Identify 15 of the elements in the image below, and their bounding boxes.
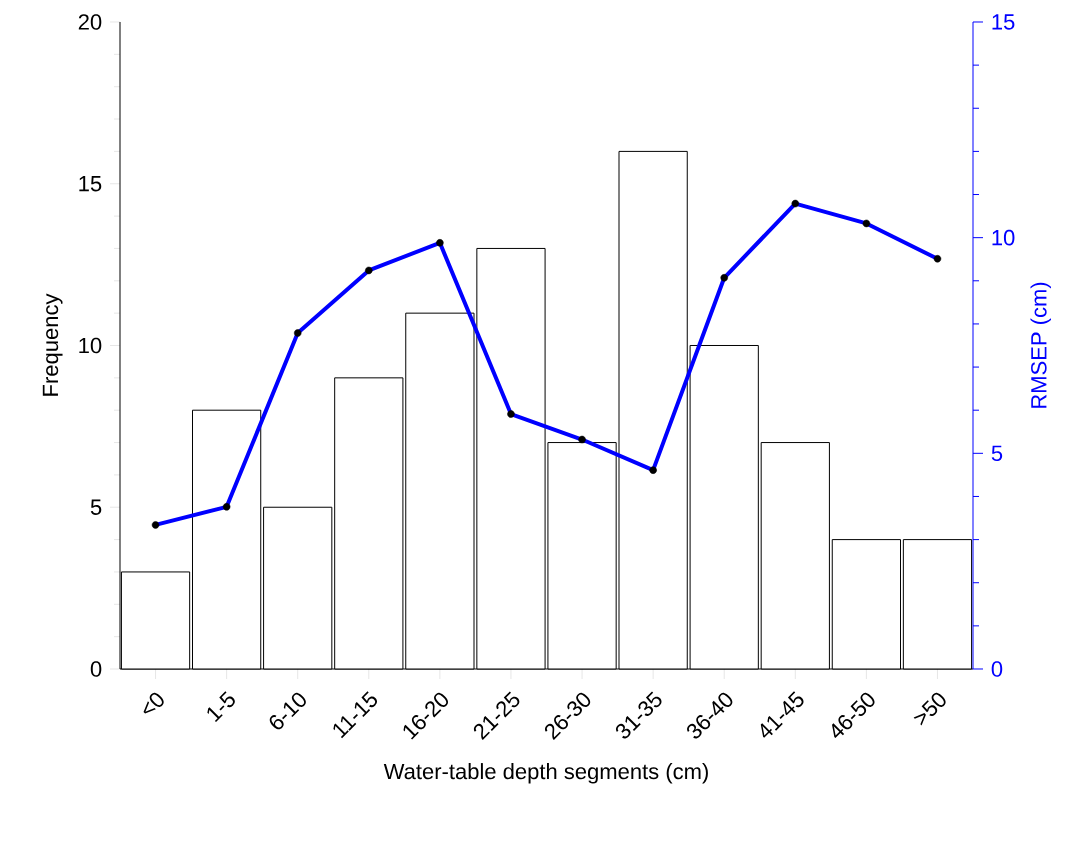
- y2-tick-label: 0: [991, 661, 1003, 677]
- y-tick-label: 5: [90, 499, 102, 515]
- y-tick-label: 0: [90, 661, 102, 677]
- y-axis-title: Frequency: [42, 293, 63, 396]
- y2-tick-label: 5: [991, 445, 1003, 462]
- y2-tick-label: 10: [992, 229, 1015, 246]
- y-tick-label: 10: [79, 337, 102, 354]
- x-axis-title: Water-table depth segments (cm): [383, 763, 708, 784]
- x-tick-label: 1-5: [207, 691, 235, 723]
- y2-tick-label: 15: [992, 14, 1015, 30]
- x-tick-label: >50: [913, 692, 946, 726]
- y-tick-label: 20: [78, 14, 102, 30]
- y-tick-label: 15: [79, 176, 102, 192]
- x-tick-label: <0: [143, 692, 164, 714]
- y2-axis-title: RMSEP (cm): [1030, 282, 1051, 408]
